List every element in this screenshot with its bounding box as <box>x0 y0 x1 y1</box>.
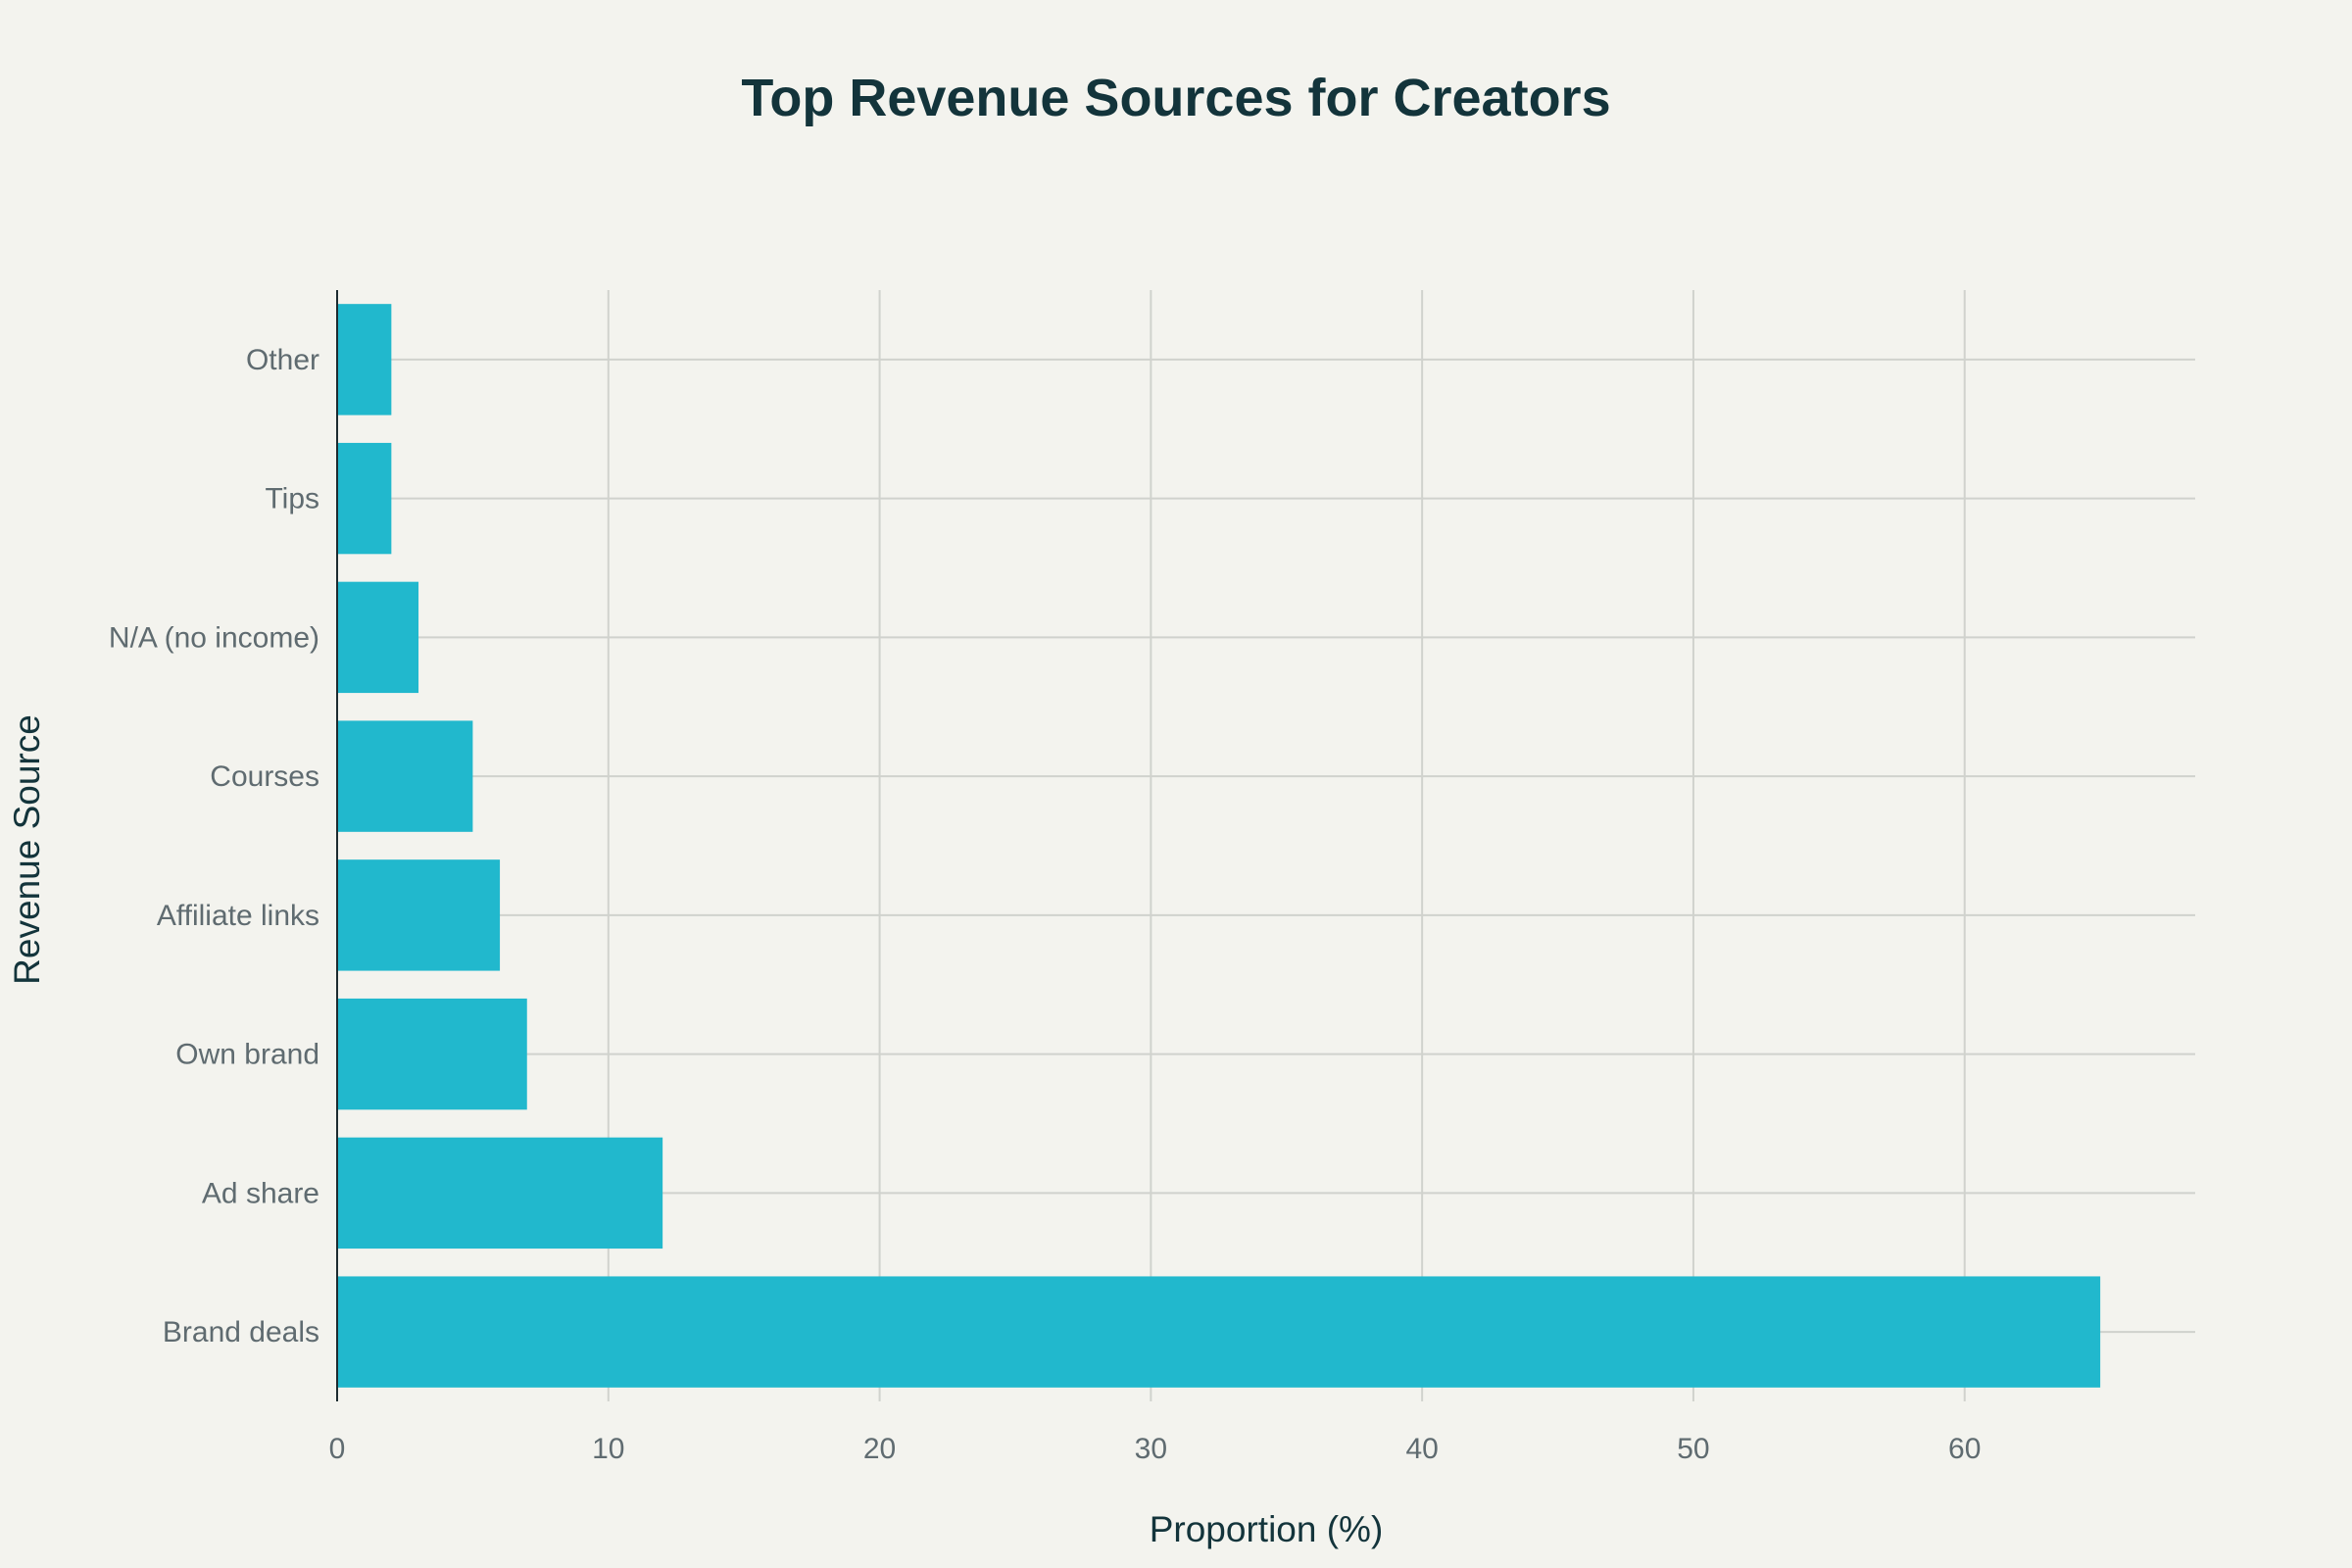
x-tick-label: 60 <box>1948 1433 1981 1465</box>
x-tick-label: 10 <box>592 1433 624 1465</box>
bar-courses <box>337 720 473 832</box>
chart-title: Top Revenue Sources for Creators <box>741 69 1610 127</box>
y-tick-label: Tips <box>265 483 319 515</box>
x-tick-label: 20 <box>863 1433 896 1465</box>
y-tick-label: Courses <box>210 760 319 793</box>
grid-lines <box>337 290 2195 1401</box>
bar-n-a-no-income <box>337 581 419 694</box>
y-axis-ticks: Brand deals Ad share Own brand Affiliate li… <box>109 344 319 1348</box>
y-tick-label: N/A (no income) <box>109 621 319 654</box>
y-tick-label: Other <box>246 344 319 376</box>
bar-affiliate-links <box>337 859 501 971</box>
bar-own-brand <box>337 998 527 1110</box>
x-tick-label: 0 <box>329 1433 346 1465</box>
y-tick-label: Affiliate links <box>157 900 319 932</box>
x-tick-label: 50 <box>1677 1433 1709 1465</box>
x-axis-ticks: 0 10 20 30 40 50 60 <box>329 1433 1982 1465</box>
y-tick-label: Own brand <box>175 1039 319 1071</box>
x-tick-label: 40 <box>1405 1433 1438 1465</box>
x-tick-label: 30 <box>1135 1433 1167 1465</box>
bar-ad-share <box>337 1137 663 1250</box>
y-tick-label: Ad share <box>202 1177 319 1209</box>
bar-other <box>337 304 392 416</box>
bar-tips <box>337 442 392 555</box>
y-axis-title: Revenue Source <box>7 714 47 985</box>
x-axis-title: Proportion (%) <box>1150 1509 1384 1549</box>
y-tick-label: Brand deals <box>163 1316 319 1348</box>
bars <box>337 304 2101 1388</box>
bar-brand-deals <box>337 1276 2101 1388</box>
